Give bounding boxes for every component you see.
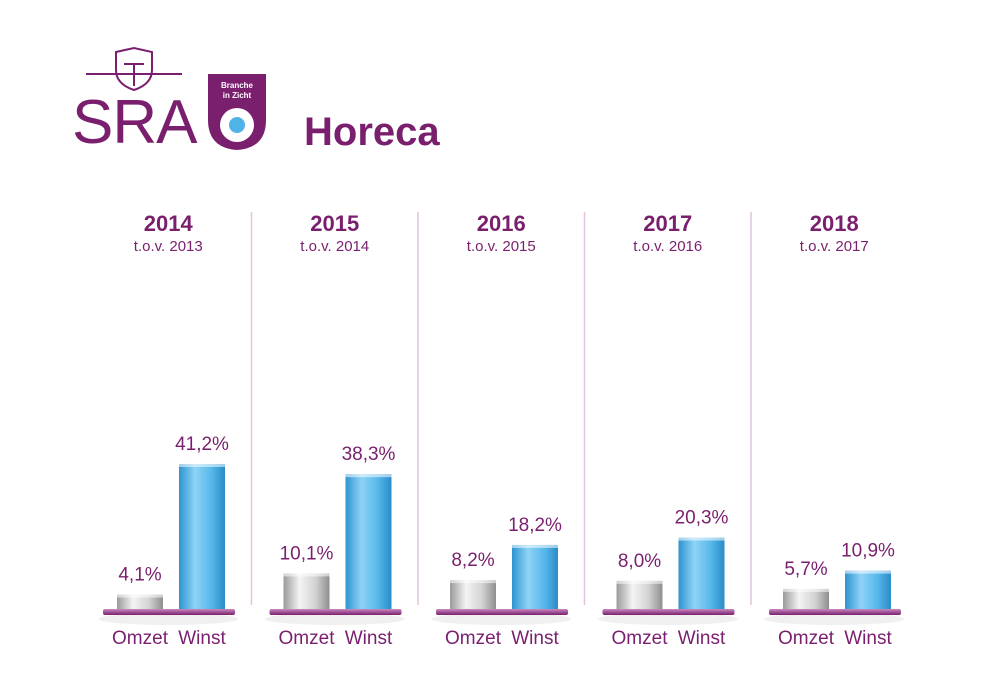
winst-value-label: 20,3% (675, 508, 729, 529)
omzet-category-label: Omzet (612, 628, 669, 649)
omzet-bar (117, 594, 163, 609)
year-label: 2018 (810, 211, 859, 236)
winst-value-label: 38,3% (342, 444, 396, 465)
shield-logo-icon (86, 46, 182, 92)
base-shadow (764, 613, 905, 625)
year-group-2018: 2018 t.o.v. 2017 5,7% 10,9% Omzet Winst (764, 211, 905, 649)
omzet-bar (450, 580, 496, 609)
omzet-category-label: Omzet (778, 628, 835, 649)
omzet-bar-cap (117, 594, 163, 598)
winst-bar (512, 544, 558, 609)
comparison-label: t.o.v. 2017 (800, 238, 869, 255)
winst-bar (678, 537, 725, 609)
base-plate (602, 609, 735, 615)
winst-bar-cap (845, 570, 891, 574)
omzet-category-label: Omzet (445, 628, 502, 649)
winst-bar-cap (179, 463, 225, 467)
year-label: 2017 (643, 211, 692, 236)
base-shadow (264, 613, 405, 625)
omzet-category-label: Omzet (112, 628, 169, 649)
year-group-2017: 2017 t.o.v. 2016 8,0% 20,3% Omzet Winst (597, 211, 738, 649)
omzet-value-label: 8,2% (451, 550, 494, 571)
omzet-bar-cap (283, 573, 330, 577)
base-shadow (597, 613, 738, 625)
comparison-label: t.o.v. 2014 (300, 238, 369, 255)
badge-line-1: Branche (220, 81, 253, 90)
winst-category-label: Winst (678, 628, 726, 649)
omzet-value-label: 5,7% (784, 559, 827, 580)
omzet-bar (616, 580, 663, 609)
omzet-value-label: 10,1% (280, 543, 334, 564)
base-plate (103, 609, 235, 615)
winst-category-label: Winst (844, 628, 892, 649)
omzet-bar-cap (783, 588, 829, 592)
year-label: 2015 (310, 211, 359, 236)
winst-category-label: Winst (345, 628, 393, 649)
winst-bar (345, 474, 392, 609)
winst-bar-cap (512, 544, 558, 548)
winst-category-label: Winst (178, 628, 226, 649)
badge-label: Branche in Zicht (208, 81, 266, 101)
base-plate (436, 609, 568, 615)
year-label: 2014 (144, 211, 194, 236)
winst-value-label: 10,9% (841, 541, 895, 562)
winst-bar (845, 570, 891, 609)
comparison-label: t.o.v. 2016 (633, 238, 702, 255)
year-group-2016: 2016 t.o.v. 2015 8,2% 18,2% Omzet Winst (431, 211, 572, 649)
comparison-label: t.o.v. 2013 (134, 238, 203, 255)
year-label: 2016 (477, 211, 526, 236)
winst-bar-cap (678, 537, 725, 541)
winst-bar-cap (345, 474, 392, 478)
brand-header: SRA Branche in Zicht Horeca (0, 0, 1000, 170)
base-shadow (98, 613, 239, 625)
badge-shield-icon (208, 74, 266, 150)
badge-line-2: in Zicht (222, 91, 252, 100)
base-plate (769, 609, 901, 615)
omzet-bar (283, 573, 330, 609)
branche-in-zicht-badge: Branche in Zicht (208, 74, 266, 150)
year-group-2015: 2015 t.o.v. 2014 10,1% 38,3% Omzet Winst (264, 211, 405, 649)
winst-bar (179, 463, 225, 609)
base-shadow (431, 613, 572, 625)
omzet-category-label: Omzet (279, 628, 336, 649)
sector-title: Horeca (304, 110, 440, 154)
omzet-value-label: 4,1% (118, 565, 161, 586)
comparison-label: t.o.v. 2015 (467, 238, 536, 255)
omzet-bar (783, 588, 829, 609)
winst-value-label: 41,2% (175, 434, 229, 455)
omzet-bar-cap (616, 580, 663, 584)
winst-category-label: Winst (511, 628, 559, 649)
omzet-value-label: 8,0% (618, 551, 661, 572)
base-plate (269, 609, 402, 615)
logo-text: SRA (72, 88, 197, 157)
year-group-2014: 2014 t.o.v. 2013 4,1% 41,2% Omzet Winst (98, 211, 239, 649)
omzet-bar-cap (450, 580, 496, 584)
winst-value-label: 18,2% (508, 515, 562, 536)
